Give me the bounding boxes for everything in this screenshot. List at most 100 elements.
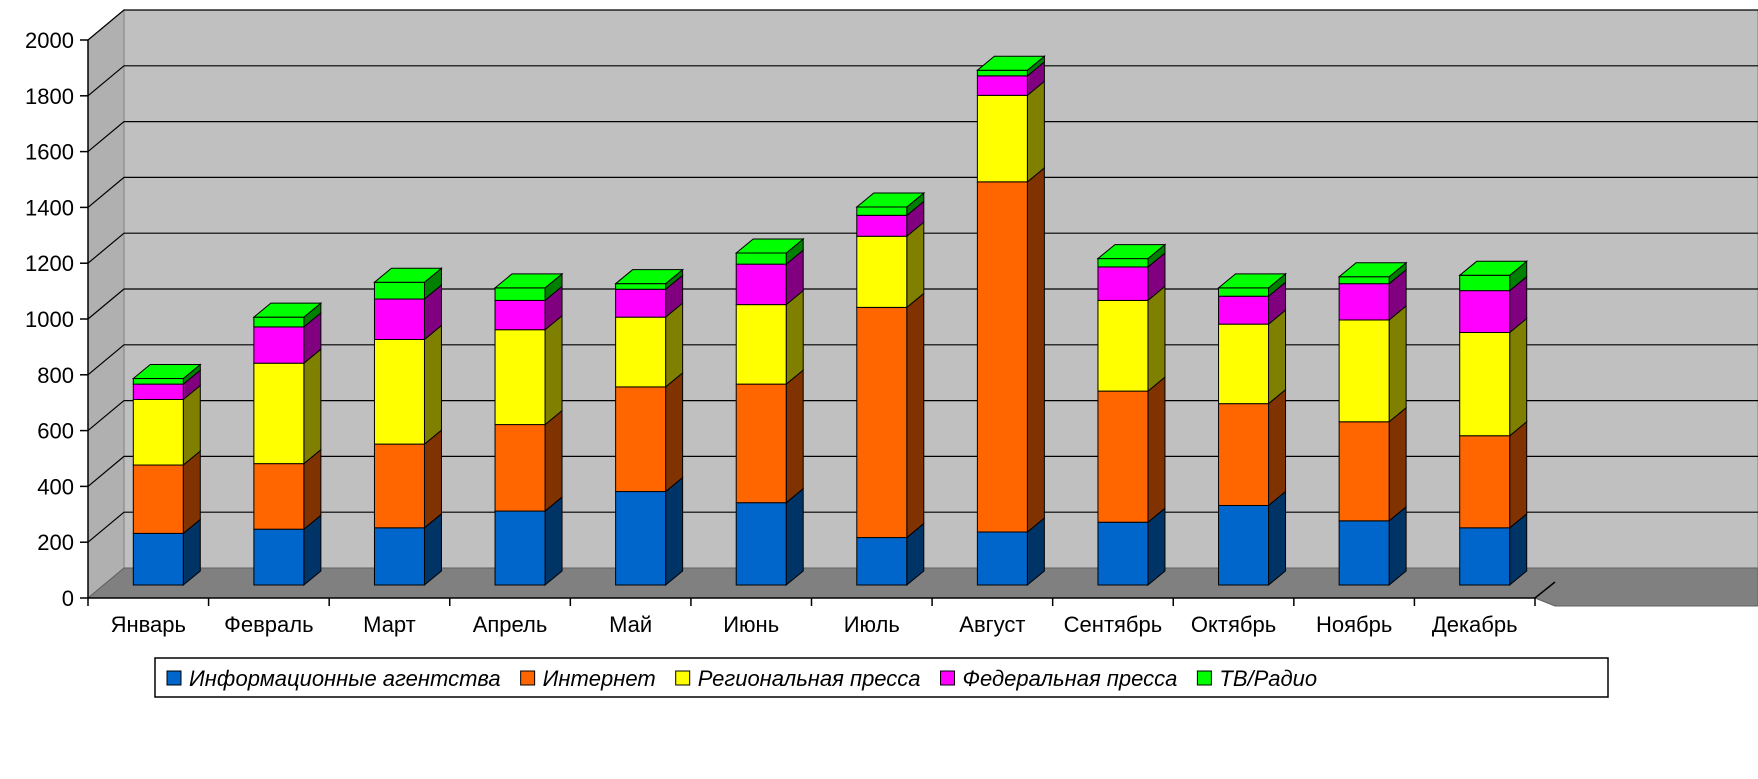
bar-segment <box>856 206 908 216</box>
bar-segment-side <box>1388 304 1407 423</box>
y-tick-label: 400 <box>37 474 74 499</box>
bar-segment-side <box>423 429 442 529</box>
bars <box>131 55 1529 587</box>
x-tick-label: Март <box>363 612 416 637</box>
legend-box <box>154 657 1609 698</box>
bar-segment <box>1097 390 1149 523</box>
y-tick-label: 1000 <box>25 307 74 332</box>
bar-stack <box>493 272 564 587</box>
legend: Информационные агентства Интернет Регионал… <box>154 657 1609 698</box>
bar-segment <box>735 252 787 265</box>
gridline <box>87 400 1758 432</box>
bar-segment <box>373 443 425 529</box>
bar-segment <box>494 510 546 586</box>
bar-stack <box>131 363 202 587</box>
legend-label: ТВ/Радио <box>1219 666 1317 691</box>
x-tick-label: Январь <box>111 612 186 637</box>
y-axis-ticks: 0 200 400 600 800 1000 1200 1400 1600 1800 2000 <box>25 28 88 611</box>
x-tick-label: Август <box>959 612 1025 637</box>
bar-segment <box>494 299 546 331</box>
gridline <box>87 455 1758 487</box>
bar-top <box>855 192 926 208</box>
bar-segment <box>253 362 305 465</box>
bar-segment-side <box>906 292 925 539</box>
bar-segment <box>253 316 305 328</box>
x-tick-label: Апрель <box>473 612 548 637</box>
bar-top <box>734 238 805 254</box>
bar-top <box>1337 262 1408 278</box>
bar-segment <box>1459 274 1511 292</box>
bar-segment-side <box>1147 376 1166 524</box>
bar-segment-side <box>665 371 684 493</box>
legend-swatch <box>166 670 182 686</box>
bar-segment <box>1218 287 1270 297</box>
bar-segment-side <box>1026 80 1045 183</box>
x-tick-label: Октябрь <box>1191 612 1276 637</box>
bar-segment <box>856 537 908 586</box>
bar-segment <box>132 383 184 400</box>
bar-segment <box>494 424 546 512</box>
bar-top <box>252 302 323 318</box>
bar-segment <box>1338 283 1390 321</box>
bar-segment <box>735 383 787 504</box>
bar-segment <box>735 304 787 385</box>
bar-segment <box>856 306 908 539</box>
gridline <box>87 9 1758 41</box>
bar-top <box>493 273 564 289</box>
bar-segment <box>373 338 425 445</box>
bar-segment <box>132 378 184 385</box>
bar-segment <box>1338 520 1390 586</box>
y-tick-label: 1400 <box>25 195 74 220</box>
gridline <box>87 288 1758 320</box>
gridline <box>87 176 1758 208</box>
bar-segment <box>132 398 184 466</box>
bar-segment-side <box>1268 388 1287 507</box>
gridline <box>87 232 1758 264</box>
bar-segment-side <box>544 496 563 587</box>
gridline <box>87 120 1758 153</box>
bar-segment <box>615 491 667 586</box>
bar-segment-side <box>544 409 563 513</box>
x-tick-label: Сентябрь <box>1064 612 1163 637</box>
gridline <box>87 344 1758 376</box>
x-axis-depth-line <box>1534 581 1556 599</box>
bar-segment <box>976 181 1028 533</box>
x-tick-label: Июнь <box>723 612 779 637</box>
y-tick-label: 1600 <box>25 140 74 165</box>
bar-top <box>1458 260 1529 276</box>
bar-segment <box>1097 258 1149 268</box>
bar-stack <box>1458 260 1529 587</box>
bar-segment-side <box>785 289 804 386</box>
bar-segment-side <box>303 348 322 465</box>
bar-stack <box>373 267 443 587</box>
bar-segment <box>1097 266 1149 301</box>
bar-top <box>614 269 685 285</box>
bar-segment <box>132 464 184 534</box>
bar-segment <box>1218 504 1270 586</box>
bar-segment-side <box>1147 285 1166 393</box>
bar-segment <box>1338 421 1390 522</box>
x-tick-label: Июль <box>844 612 900 637</box>
bar-stack <box>855 191 926 587</box>
bar-top <box>131 364 202 380</box>
gridline <box>87 65 1758 97</box>
bar-segment <box>856 235 908 308</box>
y-tick-label: 0 <box>62 586 74 611</box>
bar-segment-side <box>1388 406 1407 522</box>
bar-segment-side <box>906 221 925 309</box>
bar-segment <box>615 386 667 493</box>
x-tick-label: Ноябрь <box>1316 612 1392 637</box>
x-tick-label: Май <box>609 612 652 637</box>
bar-segment-side <box>423 324 442 446</box>
bar-segment-side <box>1268 490 1287 587</box>
legend-label: Информационные агентства <box>189 666 501 691</box>
bar-segment <box>1218 403 1270 506</box>
legend-label: Региональная пресса <box>698 666 921 691</box>
bar-segment <box>132 532 184 586</box>
legend-swatch <box>520 670 536 686</box>
x-tick-label: Декабрь <box>1432 612 1518 637</box>
bar-segment <box>253 528 305 586</box>
bar-top <box>1217 273 1287 289</box>
bar-segment <box>373 298 425 340</box>
bar-segment <box>1097 521 1149 586</box>
